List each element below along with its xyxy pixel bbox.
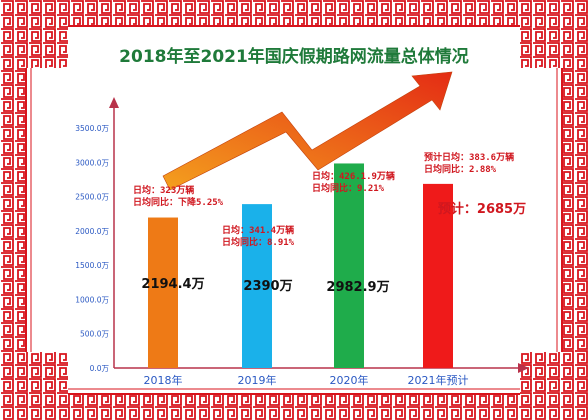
x-tick-label: 2020年 <box>330 373 369 387</box>
x-tick-label: 2018年 <box>144 373 183 387</box>
bar <box>242 204 272 368</box>
y-tick-label: 1500.0万 <box>75 261 109 270</box>
annotation-text: 日均：426.1.9万辆 <box>312 170 395 182</box>
y-tick-label: 2000.0万 <box>75 227 109 236</box>
y-axis-arrow-icon <box>109 97 119 108</box>
value-label: 预计：2685万 <box>438 201 526 217</box>
y-axis-ticks: 0.0万 500.0万 1000.0万 1500.0万 2000.0万 2500.0万 30… <box>75 124 109 373</box>
y-tick-label: 1000.0万 <box>75 295 109 304</box>
annotation-text: 日均同比：8.91% <box>222 236 295 248</box>
y-tick-label: 2500.0万 <box>75 193 109 202</box>
annotation-text: 日均同比：下降5.25% <box>133 196 224 208</box>
value-label: 2194.4万 <box>141 277 204 292</box>
y-tick-label: 3500.0万 <box>75 124 109 133</box>
x-axis-arrow-icon <box>518 363 529 373</box>
annotation-text: 预计日均：383.6万辆 <box>424 151 514 163</box>
x-axis-ticks: 2018年 2019年 2020年 2021年预计 <box>144 373 469 387</box>
chart-title: 2018年至2021年国庆假期路网流量总体情况 <box>119 46 469 67</box>
value-label: 2982.9万 <box>326 280 389 295</box>
x-tick-label: 2021年预计 <box>408 373 469 387</box>
annotation-text: 日均：323万辆 <box>133 184 194 196</box>
x-tick-label: 2019年 <box>238 373 277 387</box>
bar <box>334 163 364 368</box>
bar <box>148 217 178 368</box>
y-tick-label: 500.0万 <box>80 330 109 339</box>
y-tick-label: 3000.0万 <box>75 158 109 167</box>
y-tick-label: 0.0万 <box>90 364 110 373</box>
annotation-text: 日均：341.4万辆 <box>222 224 294 236</box>
bar <box>423 183 453 368</box>
annotation-text: 日均同比：9.21% <box>312 182 385 194</box>
trend-arrow-icon <box>162 71 453 191</box>
value-label: 2390万 <box>243 279 292 294</box>
annotation-text: 日均同比：2.88% <box>424 163 497 175</box>
value-labels: 2194.4万 2390万 2982.9万 预计：2685万 <box>141 201 526 295</box>
bars <box>148 163 453 368</box>
